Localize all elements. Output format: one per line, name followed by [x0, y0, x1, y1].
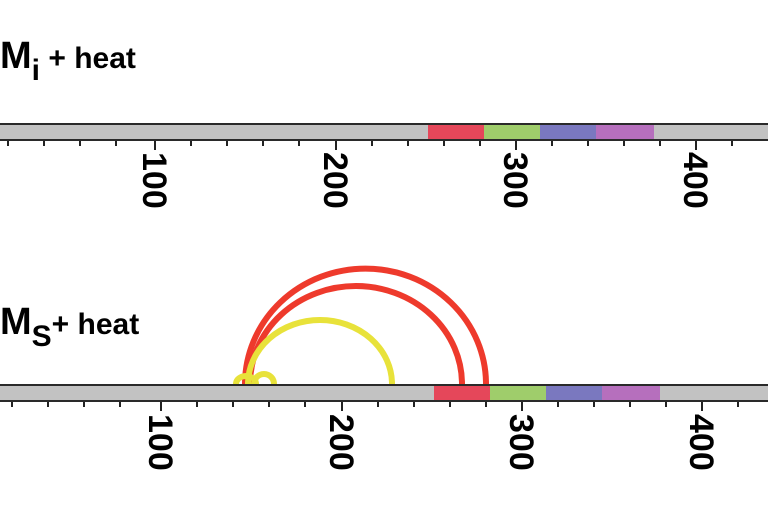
panel-ms-title-suffix: + heat	[52, 308, 140, 341]
domain-green	[490, 386, 546, 400]
panel-ms-title-sub: S	[32, 320, 52, 353]
tick-label-300: 300	[502, 414, 540, 471]
crosslink-arcs	[233, 265, 489, 387]
svg-text:MS+ heat: MS+ heat	[0, 301, 139, 353]
crosslink-arc-yellow-tiny	[251, 371, 277, 387]
tick-label-300: 300	[496, 152, 534, 209]
domain-red	[434, 386, 490, 400]
panel-mi: Mi + heat	[0, 35, 768, 209]
panel-mi-title: M	[0, 35, 32, 77]
domain-purple	[596, 125, 654, 139]
axis-ticks	[7, 141, 733, 150]
tick-label-100: 100	[141, 414, 179, 471]
panel-ms: MS+ heat	[0, 265, 768, 471]
panel-mi-title-suffix: + heat	[40, 42, 136, 75]
domain-blue	[546, 386, 602, 400]
tick-label-400: 400	[682, 414, 720, 471]
domain-green	[484, 125, 540, 139]
tick-label-100: 100	[135, 152, 173, 209]
domain-blue	[540, 125, 596, 139]
domain-purple	[602, 386, 660, 400]
tick-label-200: 200	[322, 414, 360, 471]
tick-label-400: 400	[676, 152, 714, 209]
crosslink-arc-red-inner	[247, 283, 465, 387]
svg-text:Mi + heat: Mi + heat	[0, 35, 136, 87]
crosslink-arc-yellow-large	[245, 317, 395, 387]
panel-ms-title: M	[0, 301, 32, 343]
crosslink-arc-red-outer	[242, 265, 489, 387]
axis-ticks	[11, 402, 739, 411]
panel-mi-title-sub: i	[32, 54, 40, 87]
tick-label-200: 200	[316, 152, 354, 209]
domain-red	[428, 125, 484, 139]
